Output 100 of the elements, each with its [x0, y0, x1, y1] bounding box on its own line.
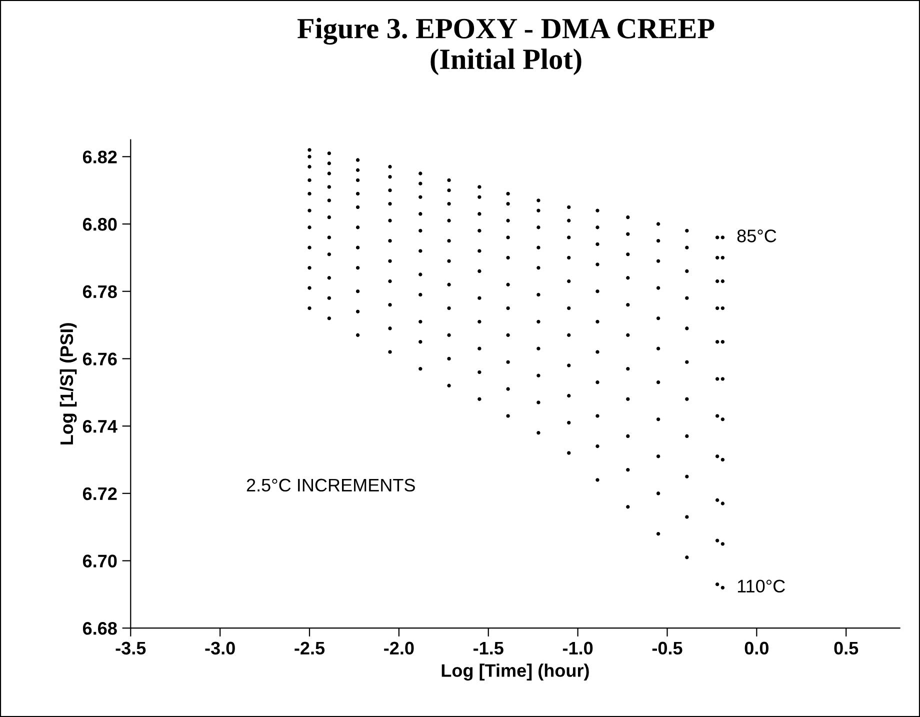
x-tick-label: -3.0: [205, 642, 235, 655]
point: [356, 266, 360, 270]
point: [626, 434, 630, 438]
point: [478, 296, 482, 300]
point: [327, 316, 332, 320]
point: [356, 178, 360, 182]
point: [685, 228, 689, 233]
point: [685, 296, 689, 300]
point: [720, 542, 725, 546]
x-tick-label: -1.0: [562, 642, 593, 655]
point: [596, 320, 600, 324]
point: [418, 340, 422, 344]
point: [656, 286, 660, 290]
point: [715, 582, 720, 586]
point: [308, 164, 312, 169]
point: [596, 414, 600, 418]
x-axis-title: Log [Time] (hour): [442, 664, 589, 681]
point: [447, 239, 451, 243]
point: [536, 246, 540, 250]
y-tick-label: 6.74: [82, 420, 118, 433]
point: [308, 148, 312, 152]
point: [626, 397, 630, 401]
point: [656, 316, 660, 320]
point: [356, 333, 360, 337]
point: [308, 208, 312, 212]
point: [388, 239, 392, 243]
point: [327, 252, 332, 256]
point: [327, 215, 332, 220]
point: [536, 226, 540, 230]
point: [478, 320, 482, 324]
point: [478, 370, 482, 374]
point: [715, 377, 720, 381]
point: [418, 249, 422, 253]
point: [447, 356, 451, 361]
point: [388, 218, 392, 222]
point: [536, 400, 540, 404]
x-tick-label: -0.5: [652, 642, 682, 655]
point: [536, 346, 540, 350]
point: [327, 172, 332, 176]
point: [536, 430, 540, 435]
point: [596, 242, 600, 246]
point: [478, 397, 482, 401]
y-tick-label: 6.72: [82, 487, 117, 500]
point: [626, 276, 630, 280]
point: [720, 417, 725, 422]
point: [388, 259, 392, 263]
annotation: 85°C: [737, 230, 776, 242]
point: [567, 333, 571, 337]
point: [536, 266, 540, 270]
point: [478, 346, 482, 350]
point: [506, 236, 510, 240]
point: [720, 306, 725, 310]
point: [447, 188, 451, 192]
point: [685, 326, 689, 330]
point: [656, 222, 660, 226]
point: [626, 232, 630, 236]
point: [567, 394, 571, 398]
point: [418, 195, 422, 199]
point: [596, 290, 600, 294]
point: [506, 218, 510, 222]
point: [626, 333, 630, 337]
point: [567, 279, 571, 284]
point: [506, 387, 510, 391]
point: [418, 320, 422, 324]
point: [567, 364, 571, 368]
point: [596, 478, 600, 482]
point: [356, 192, 360, 196]
point: [567, 451, 571, 455]
point: [685, 269, 689, 273]
point: [447, 218, 451, 222]
point: [596, 262, 600, 266]
y-tick-label: 6.76: [82, 352, 117, 366]
point: [356, 168, 360, 172]
point: [356, 158, 360, 162]
y-tick-label: 6.70: [82, 554, 117, 568]
chart-title: Figure 3. EPOXY - DMA CREEP (Initial Plot): [297, 18, 714, 76]
y-tick-label: 6.68: [82, 622, 117, 635]
point: [447, 306, 451, 310]
point: [327, 198, 332, 202]
x-tick-label: -1.5: [474, 642, 504, 655]
point: [478, 195, 482, 199]
point: [506, 282, 510, 286]
point: [715, 454, 720, 458]
point: [715, 236, 720, 240]
point: [656, 417, 660, 422]
point: [478, 228, 482, 233]
point: [626, 468, 630, 472]
point: [418, 272, 422, 276]
point: [567, 306, 571, 310]
point: [596, 350, 600, 354]
point: [596, 380, 600, 384]
point: [356, 205, 360, 209]
point: [447, 178, 451, 182]
point: [626, 302, 630, 307]
point: [567, 205, 571, 209]
point: [536, 208, 540, 212]
point: [685, 360, 689, 364]
point: [388, 302, 392, 307]
point: [418, 366, 422, 371]
point: [308, 286, 312, 290]
